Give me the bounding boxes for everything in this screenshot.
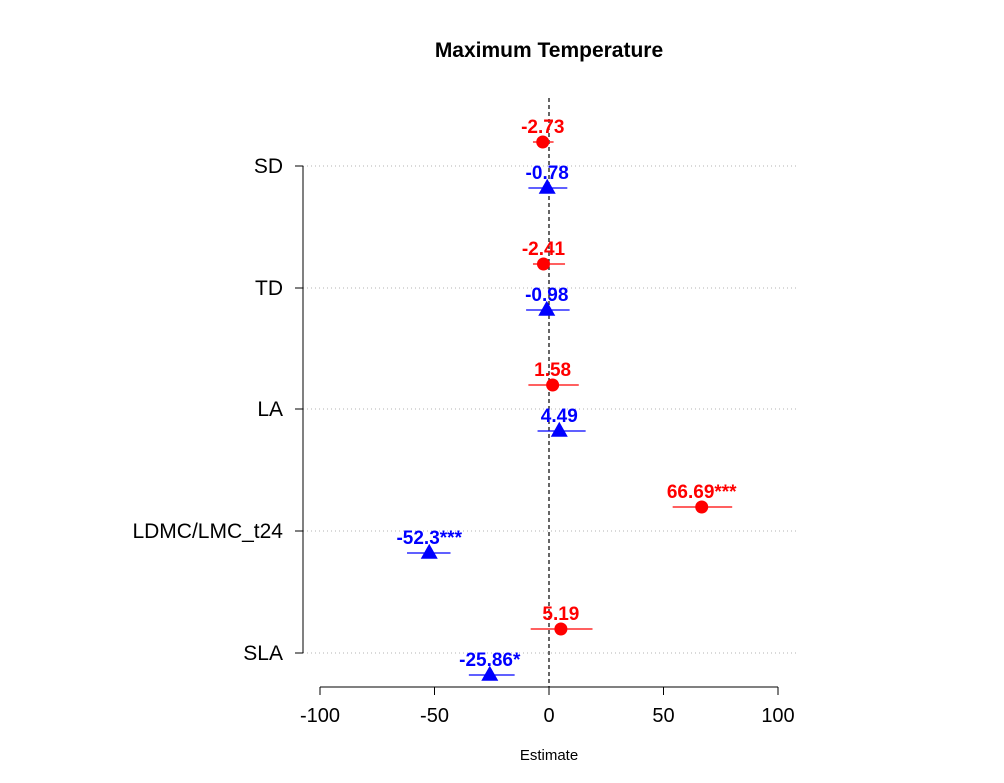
data-label: -2.73 — [521, 117, 564, 138]
chart-title: Maximum Temperature — [435, 39, 663, 62]
point-triangle — [420, 543, 438, 559]
point-triangle — [538, 178, 556, 194]
data-label: -25.86* — [459, 650, 521, 671]
point-circle — [695, 500, 709, 514]
x-tick-label: -100 — [300, 705, 340, 727]
data-label: -52.3*** — [396, 528, 462, 549]
point-circle — [536, 257, 550, 271]
y-tick-label: TD — [255, 277, 283, 300]
x-axis-label: Estimate — [520, 747, 578, 764]
data-label: -0.78 — [526, 163, 569, 184]
point-circle — [536, 135, 550, 149]
y-tick-label: SLA — [243, 642, 283, 665]
axes: SD TD LA LDMC/LMC_t24 SLA -100 -50 0 50 100 — [132, 155, 794, 727]
point-triangle — [481, 665, 499, 681]
y-tick-label: LA — [257, 398, 283, 421]
x-tick-label: 0 — [543, 705, 554, 727]
x-tick-label: 100 — [761, 705, 794, 727]
data-label: 1.58 — [534, 360, 571, 381]
data-label: 5.19 — [542, 604, 579, 625]
data-label: 4.49 — [541, 406, 578, 427]
point-triangle — [550, 421, 568, 437]
point-circle — [546, 378, 560, 392]
data-marks: -2.73 -2.41 1.58 66.69*** 5.19 -0.78 -0.98 4.49… — [396, 98, 737, 687]
data-label: -2.41 — [522, 239, 566, 260]
data-label: -0.98 — [525, 285, 568, 306]
point-triangle — [538, 300, 556, 316]
point-circle — [554, 622, 568, 636]
y-tick-label: LDMC/LMC_t24 — [132, 520, 283, 543]
x-tick-label: 50 — [652, 705, 674, 727]
data-label: 66.69*** — [667, 482, 737, 503]
x-tick-label: -50 — [420, 705, 449, 727]
y-tick-label: SD — [254, 155, 283, 178]
